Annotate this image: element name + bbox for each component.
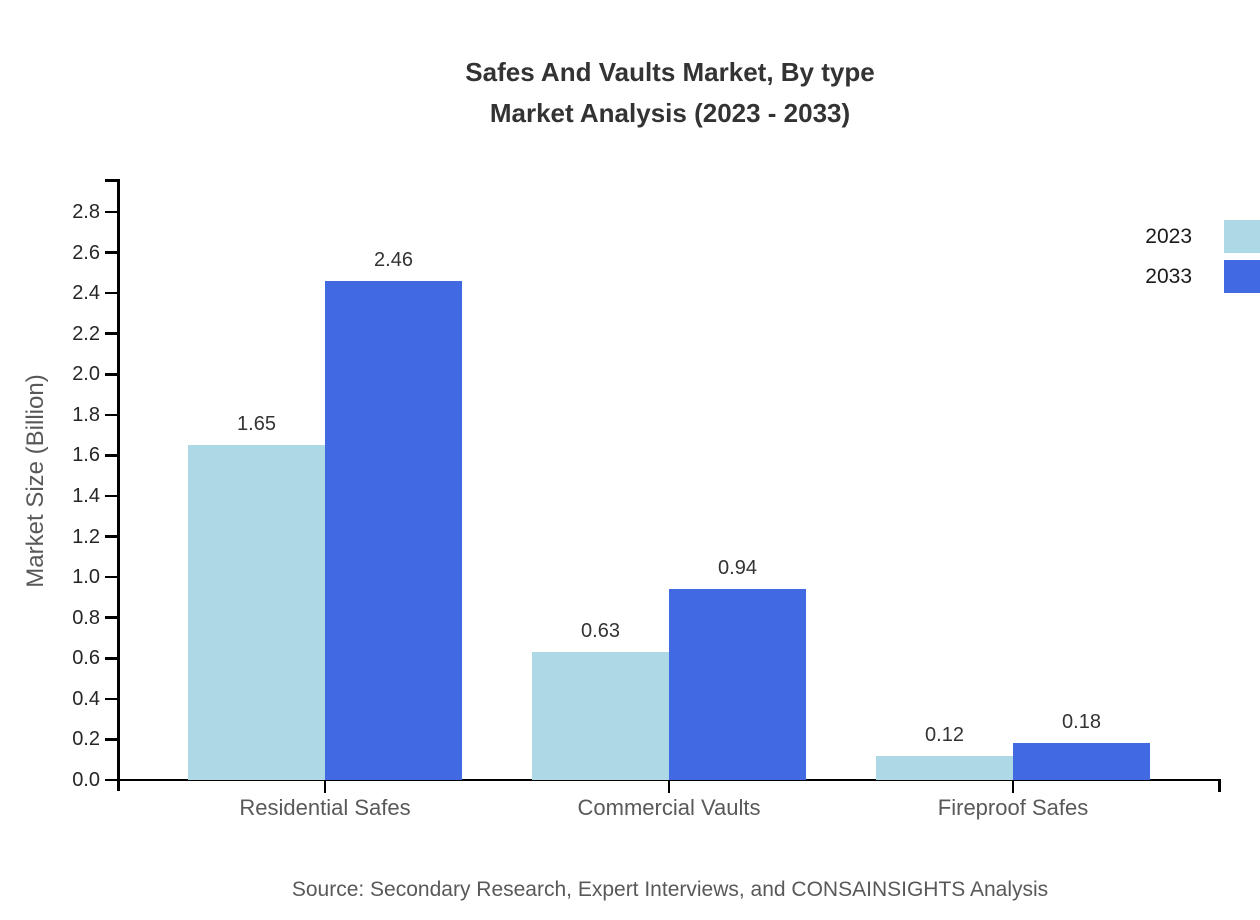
y-tick xyxy=(105,413,118,417)
legend-label: 2033 xyxy=(1145,265,1192,288)
y-tick xyxy=(105,778,118,782)
y-tick xyxy=(105,738,118,741)
y-tick-label: 2.0 xyxy=(72,363,100,386)
y-tick xyxy=(105,616,118,619)
y-tick xyxy=(105,251,118,254)
y-tick xyxy=(105,454,118,457)
y-tick xyxy=(105,535,118,538)
legend-swatch xyxy=(1224,260,1260,293)
legend-item-2023: 2023 xyxy=(1060,220,1260,254)
value-label: 0.63 xyxy=(581,620,620,643)
bar-2023-residential-safes xyxy=(188,445,325,780)
x-tick-label-fireproof-safes: Fireproof Safes xyxy=(937,795,1089,820)
y-tick-label: 1.4 xyxy=(72,485,100,507)
chart-title-line2: Market Analysis (2023 - 2033) xyxy=(489,98,851,128)
x-tick xyxy=(667,780,671,793)
y-axis-top-cap xyxy=(105,179,118,182)
y-tick-label: 0.8 xyxy=(72,606,100,629)
y-tick-label: 0.0 xyxy=(72,769,100,791)
value-label: 1.65 xyxy=(237,413,276,436)
x-tick xyxy=(323,780,327,793)
y-tick-label: 1.8 xyxy=(72,403,100,426)
y-tick xyxy=(105,494,118,498)
y-tick xyxy=(105,657,118,660)
value-label: 0.94 xyxy=(718,557,757,580)
y-tick xyxy=(105,210,118,214)
value-label: 2.46 xyxy=(374,248,413,271)
y-tick-label: 0.4 xyxy=(72,687,100,710)
source-note: Source: Secondary Research, Expert Inter… xyxy=(291,878,1049,901)
chart-title-line1: Safes And Vaults Market, By type xyxy=(465,57,875,87)
bar-2033-commercial-vaults xyxy=(669,589,806,780)
y-tick-label: 2.2 xyxy=(72,322,100,345)
chart-title: Safes And Vaults Market, By type Market … xyxy=(118,52,1222,134)
x-tick-label-commercial-vaults: Commercial Vaults xyxy=(577,795,761,820)
x-axis-end-cap xyxy=(1218,778,1221,792)
y-tick-label: 0.6 xyxy=(72,647,100,670)
x-tick xyxy=(1011,780,1015,793)
y-tick-label: 1.0 xyxy=(72,566,100,589)
y-tick xyxy=(105,697,118,701)
y-tick-label: 2.8 xyxy=(72,201,100,223)
value-label: 0.12 xyxy=(925,723,964,746)
legend-swatch xyxy=(1224,220,1260,253)
bar-2023-commercial-vaults xyxy=(532,652,669,780)
y-tick xyxy=(105,575,118,579)
y-tick xyxy=(105,291,118,295)
value-label: 0.18 xyxy=(1062,711,1101,734)
y-tick-label: 1.2 xyxy=(72,525,100,548)
bar-2033-residential-safes xyxy=(325,280,462,780)
y-tick-label: 2.6 xyxy=(72,241,100,264)
y-tick-label: 1.6 xyxy=(72,444,100,467)
y-tick-label: 2.4 xyxy=(72,282,100,305)
y-tick-label: 0.2 xyxy=(72,728,100,751)
y-axis-spine xyxy=(117,179,120,791)
legend-item-2033: 2033 xyxy=(1060,260,1260,294)
bar-2023-fireproof-safes xyxy=(876,755,1013,780)
legend-label: 2023 xyxy=(1145,225,1192,248)
bar-2033-fireproof-safes xyxy=(1013,743,1150,780)
x-tick-label-residential-safes: Residential Safes xyxy=(239,795,411,820)
y-tick xyxy=(105,373,118,376)
y-tick xyxy=(105,332,118,335)
